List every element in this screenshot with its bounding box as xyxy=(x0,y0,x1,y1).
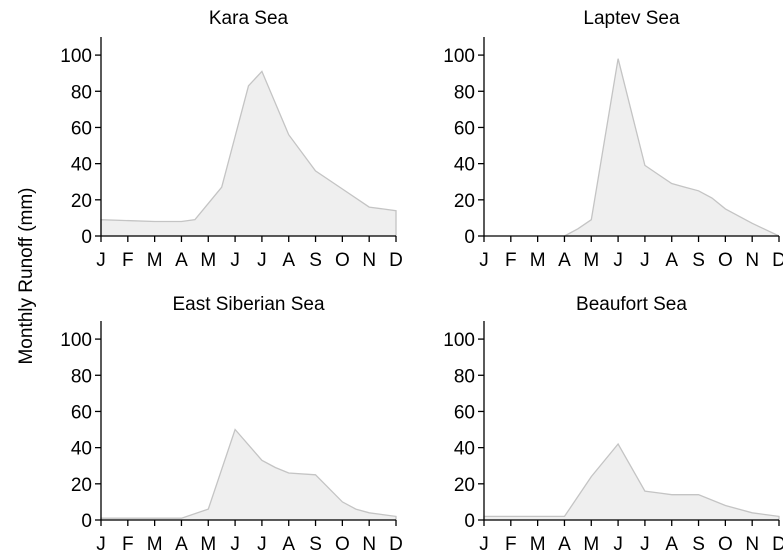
x-tick-label: A xyxy=(558,250,571,271)
x-tick-label: J xyxy=(640,534,650,555)
y-tick-label: 100 xyxy=(60,330,92,351)
panel-title-kara: Kara Sea xyxy=(209,8,289,29)
y-tick-label: 80 xyxy=(71,82,92,103)
y-tick-label: 20 xyxy=(454,191,475,212)
x-tick-label: F xyxy=(122,250,134,271)
x-tick-label: A xyxy=(175,250,188,271)
x-tick-label: J xyxy=(479,250,489,271)
x-tick-label: J xyxy=(96,250,106,271)
x-tick-label: M xyxy=(147,534,163,555)
y-tick-label: 100 xyxy=(60,46,92,67)
y-tick-label: 60 xyxy=(454,402,475,423)
x-tick-label: M xyxy=(530,250,546,271)
x-tick-label: J xyxy=(230,534,240,555)
panel-title-beaufort: Beaufort Sea xyxy=(576,294,687,315)
x-tick-label: J xyxy=(257,250,267,271)
x-tick-label: M xyxy=(583,534,599,555)
x-tick-label: D xyxy=(772,250,783,271)
y-tick-label: 0 xyxy=(81,511,92,532)
y-tick-label: 20 xyxy=(71,191,92,212)
y-tick-label: 20 xyxy=(454,475,475,496)
x-tick-label: M xyxy=(583,250,599,271)
x-tick-label: S xyxy=(692,534,705,555)
x-tick-label: O xyxy=(335,250,350,271)
x-tick-label: A xyxy=(665,250,678,271)
x-tick-label: J xyxy=(479,534,489,555)
y-axis-label: Monthly Runoff (mm) xyxy=(16,187,37,364)
x-tick-label: D xyxy=(772,534,783,555)
y-tick-label: 40 xyxy=(71,439,92,460)
x-tick-label: D xyxy=(389,250,403,271)
x-tick-label: J xyxy=(230,250,240,271)
panel-title-east-siberian: East Siberian Sea xyxy=(172,294,325,315)
x-tick-label: A xyxy=(175,534,188,555)
y-tick-label: 20 xyxy=(71,475,92,496)
x-tick-label: J xyxy=(640,250,650,271)
y-tick-label: 40 xyxy=(454,439,475,460)
x-tick-label: J xyxy=(613,534,623,555)
x-tick-label: M xyxy=(200,534,216,555)
y-tick-label: 60 xyxy=(454,118,475,139)
x-tick-label: A xyxy=(558,534,571,555)
y-tick-label: 80 xyxy=(454,366,475,387)
runoff-area-laptev xyxy=(564,58,780,237)
x-tick-label: J xyxy=(257,534,267,555)
y-tick-label: 40 xyxy=(71,155,92,176)
x-tick-label: A xyxy=(665,534,678,555)
x-tick-label: M xyxy=(200,250,216,271)
runoff-area-beaufort xyxy=(483,442,780,521)
x-tick-label: F xyxy=(505,250,517,271)
x-tick-label: F xyxy=(505,534,517,555)
y-tick-label: 60 xyxy=(71,402,92,423)
x-tick-label: N xyxy=(362,534,376,555)
y-tick-label: 40 xyxy=(454,155,475,176)
x-tick-label: D xyxy=(389,534,403,555)
y-tick-label: 80 xyxy=(71,366,92,387)
x-tick-label: M xyxy=(530,534,546,555)
x-tick-label: A xyxy=(282,534,295,555)
x-tick-label: S xyxy=(309,250,322,271)
x-tick-label: O xyxy=(718,250,733,271)
y-tick-label: 100 xyxy=(443,330,475,351)
y-tick-label: 100 xyxy=(443,46,475,67)
x-tick-label: A xyxy=(282,250,295,271)
x-tick-label: N xyxy=(745,534,759,555)
runoff-area-east-siberian xyxy=(100,428,397,521)
x-tick-label: F xyxy=(122,534,134,555)
x-tick-label: N xyxy=(745,250,759,271)
x-tick-label: M xyxy=(147,250,163,271)
runoff-area-kara xyxy=(100,70,397,237)
y-tick-label: 0 xyxy=(464,511,475,532)
panel-title-laptev: Laptev Sea xyxy=(583,8,680,29)
x-tick-label: S xyxy=(309,534,322,555)
y-tick-label: 0 xyxy=(81,227,92,248)
y-tick-label: 0 xyxy=(464,227,475,248)
x-tick-label: O xyxy=(718,534,733,555)
x-tick-label: J xyxy=(96,534,106,555)
x-tick-label: S xyxy=(692,250,705,271)
x-tick-label: J xyxy=(613,250,623,271)
x-tick-label: O xyxy=(335,534,350,555)
y-tick-label: 80 xyxy=(454,82,475,103)
x-tick-label: N xyxy=(362,250,376,271)
y-tick-label: 60 xyxy=(71,118,92,139)
